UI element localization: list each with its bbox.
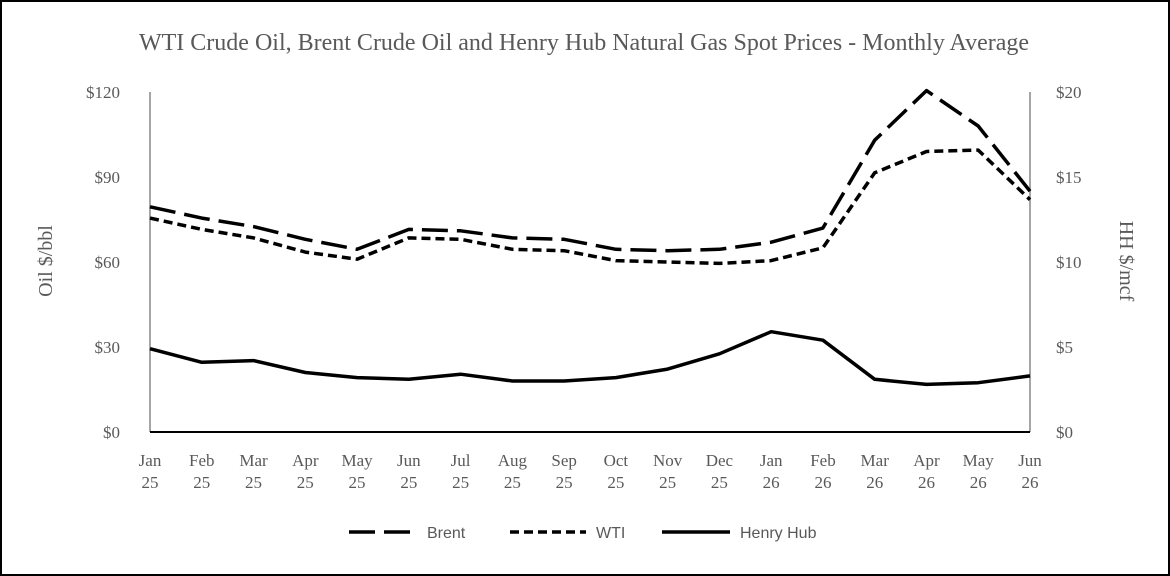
x-tick-month: Nov [653, 451, 683, 470]
series-line-wti [149, 148, 1032, 266]
x-tick-month: Oct [604, 451, 629, 470]
legend-label-henry-hub: Henry Hub [740, 525, 817, 542]
x-tick-month: Mar [239, 451, 268, 470]
x-tick-month: Aug [498, 451, 528, 470]
y-left-tick-label: $90 [95, 168, 121, 187]
x-tick-month: Apr [292, 451, 319, 470]
y-axis-right-label: HH $/mcf [1115, 221, 1137, 302]
chart-axes [149, 92, 1031, 433]
y-right-tick-label: $0 [1056, 423, 1073, 442]
y-left-tick-label: $30 [95, 338, 121, 357]
x-tick-month: Mar [861, 451, 890, 470]
y-right-tick-label: $15 [1056, 168, 1082, 187]
series-layer [149, 88, 1032, 387]
x-tick-year: 25 [711, 473, 728, 492]
x-tick-month: Jul [451, 451, 471, 470]
x-tick-month: Sep [551, 451, 577, 470]
x-tick-year: 25 [297, 473, 314, 492]
y-right-tick-label: $20 [1056, 83, 1082, 102]
x-tick-month: Feb [810, 451, 836, 470]
x-tick-year: 26 [866, 473, 883, 492]
x-tick-month: Apr [913, 451, 940, 470]
x-tick-year: 25 [193, 473, 210, 492]
x-tick-month: Jan [139, 451, 162, 470]
y-left-tick-label: $60 [95, 253, 121, 272]
x-tick-year: 25 [659, 473, 676, 492]
y-left-tick-label: $120 [86, 83, 120, 102]
x-tick-year: 26 [814, 473, 831, 492]
x-tick-month: Jun [1018, 451, 1042, 470]
x-tick-year: 25 [142, 473, 159, 492]
y-right-tick-label: $10 [1056, 253, 1082, 272]
series-line-henry-hub [149, 329, 1031, 387]
x-tick-year: 25 [245, 473, 262, 492]
x-tick-month: Jun [397, 451, 421, 470]
y-left-tick-label: $0 [103, 423, 120, 442]
x-tick-year: 25 [556, 473, 573, 492]
chart-title: WTI Crude Oil, Brent Crude Oil and Henry… [139, 30, 1029, 56]
x-tick-month: May [341, 451, 373, 470]
x-tick-year: 25 [504, 473, 521, 492]
x-tick-year: 26 [970, 473, 987, 492]
tick-labels: $0 $30 $60 $90 $120 $0 $5 $10 $15 $20 Jan 25 Feb 25 Ma… [86, 83, 1082, 492]
x-tick-month: Dec [706, 451, 734, 470]
series-line-brent [149, 88, 1032, 253]
x-tick-year: 25 [349, 473, 366, 492]
x-tick-year: 26 [918, 473, 935, 492]
x-tick-month: May [963, 451, 995, 470]
x-tick-month: Feb [189, 451, 215, 470]
x-tick-year: 26 [763, 473, 780, 492]
x-tick-year: 25 [607, 473, 624, 492]
x-tick-year: 25 [400, 473, 417, 492]
y-axis-left-label: Oil $/bbl [35, 225, 57, 297]
x-tick-year: 25 [452, 473, 469, 492]
x-tick-year: 26 [1022, 473, 1039, 492]
x-tick-month: Jan [760, 451, 783, 470]
chart-legend: Brent WTI Henry Hub [349, 525, 817, 542]
legend-label-wti: WTI [596, 525, 625, 542]
legend-label-brent: Brent [427, 525, 466, 542]
y-right-tick-label: $5 [1056, 338, 1073, 357]
